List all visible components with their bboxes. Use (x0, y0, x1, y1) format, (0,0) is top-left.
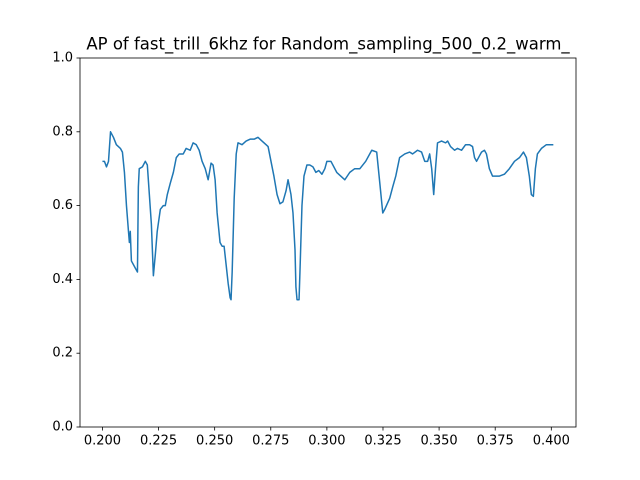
y-tick-label: 1.0 (52, 51, 73, 66)
plot-area (102, 131, 554, 301)
x-tick-label: 0.400 (533, 434, 570, 449)
x-tick-label: 0.300 (308, 434, 345, 449)
y-tick-label: 0.4 (52, 272, 73, 287)
x-tick-label: 0.350 (420, 434, 457, 449)
y-tick-label: 0.8 (52, 124, 73, 139)
x-tick-label: 0.275 (252, 434, 289, 449)
x-tick-label: 0.200 (84, 434, 121, 449)
x-tick-label: 0.225 (140, 434, 177, 449)
x-tick-label: 0.375 (477, 434, 514, 449)
y-tick-label: 0.6 (52, 198, 73, 213)
axes-frame (79, 57, 577, 428)
data-line (102, 131, 554, 301)
y-tick-label: 0.2 (52, 346, 73, 361)
x-tick-label: 0.250 (196, 434, 233, 449)
x-tick-label: 0.325 (364, 434, 401, 449)
y-tick-label: 0.0 (52, 420, 73, 435)
chart-title: AP of fast_trill_6khz for Random_samplin… (86, 35, 570, 55)
